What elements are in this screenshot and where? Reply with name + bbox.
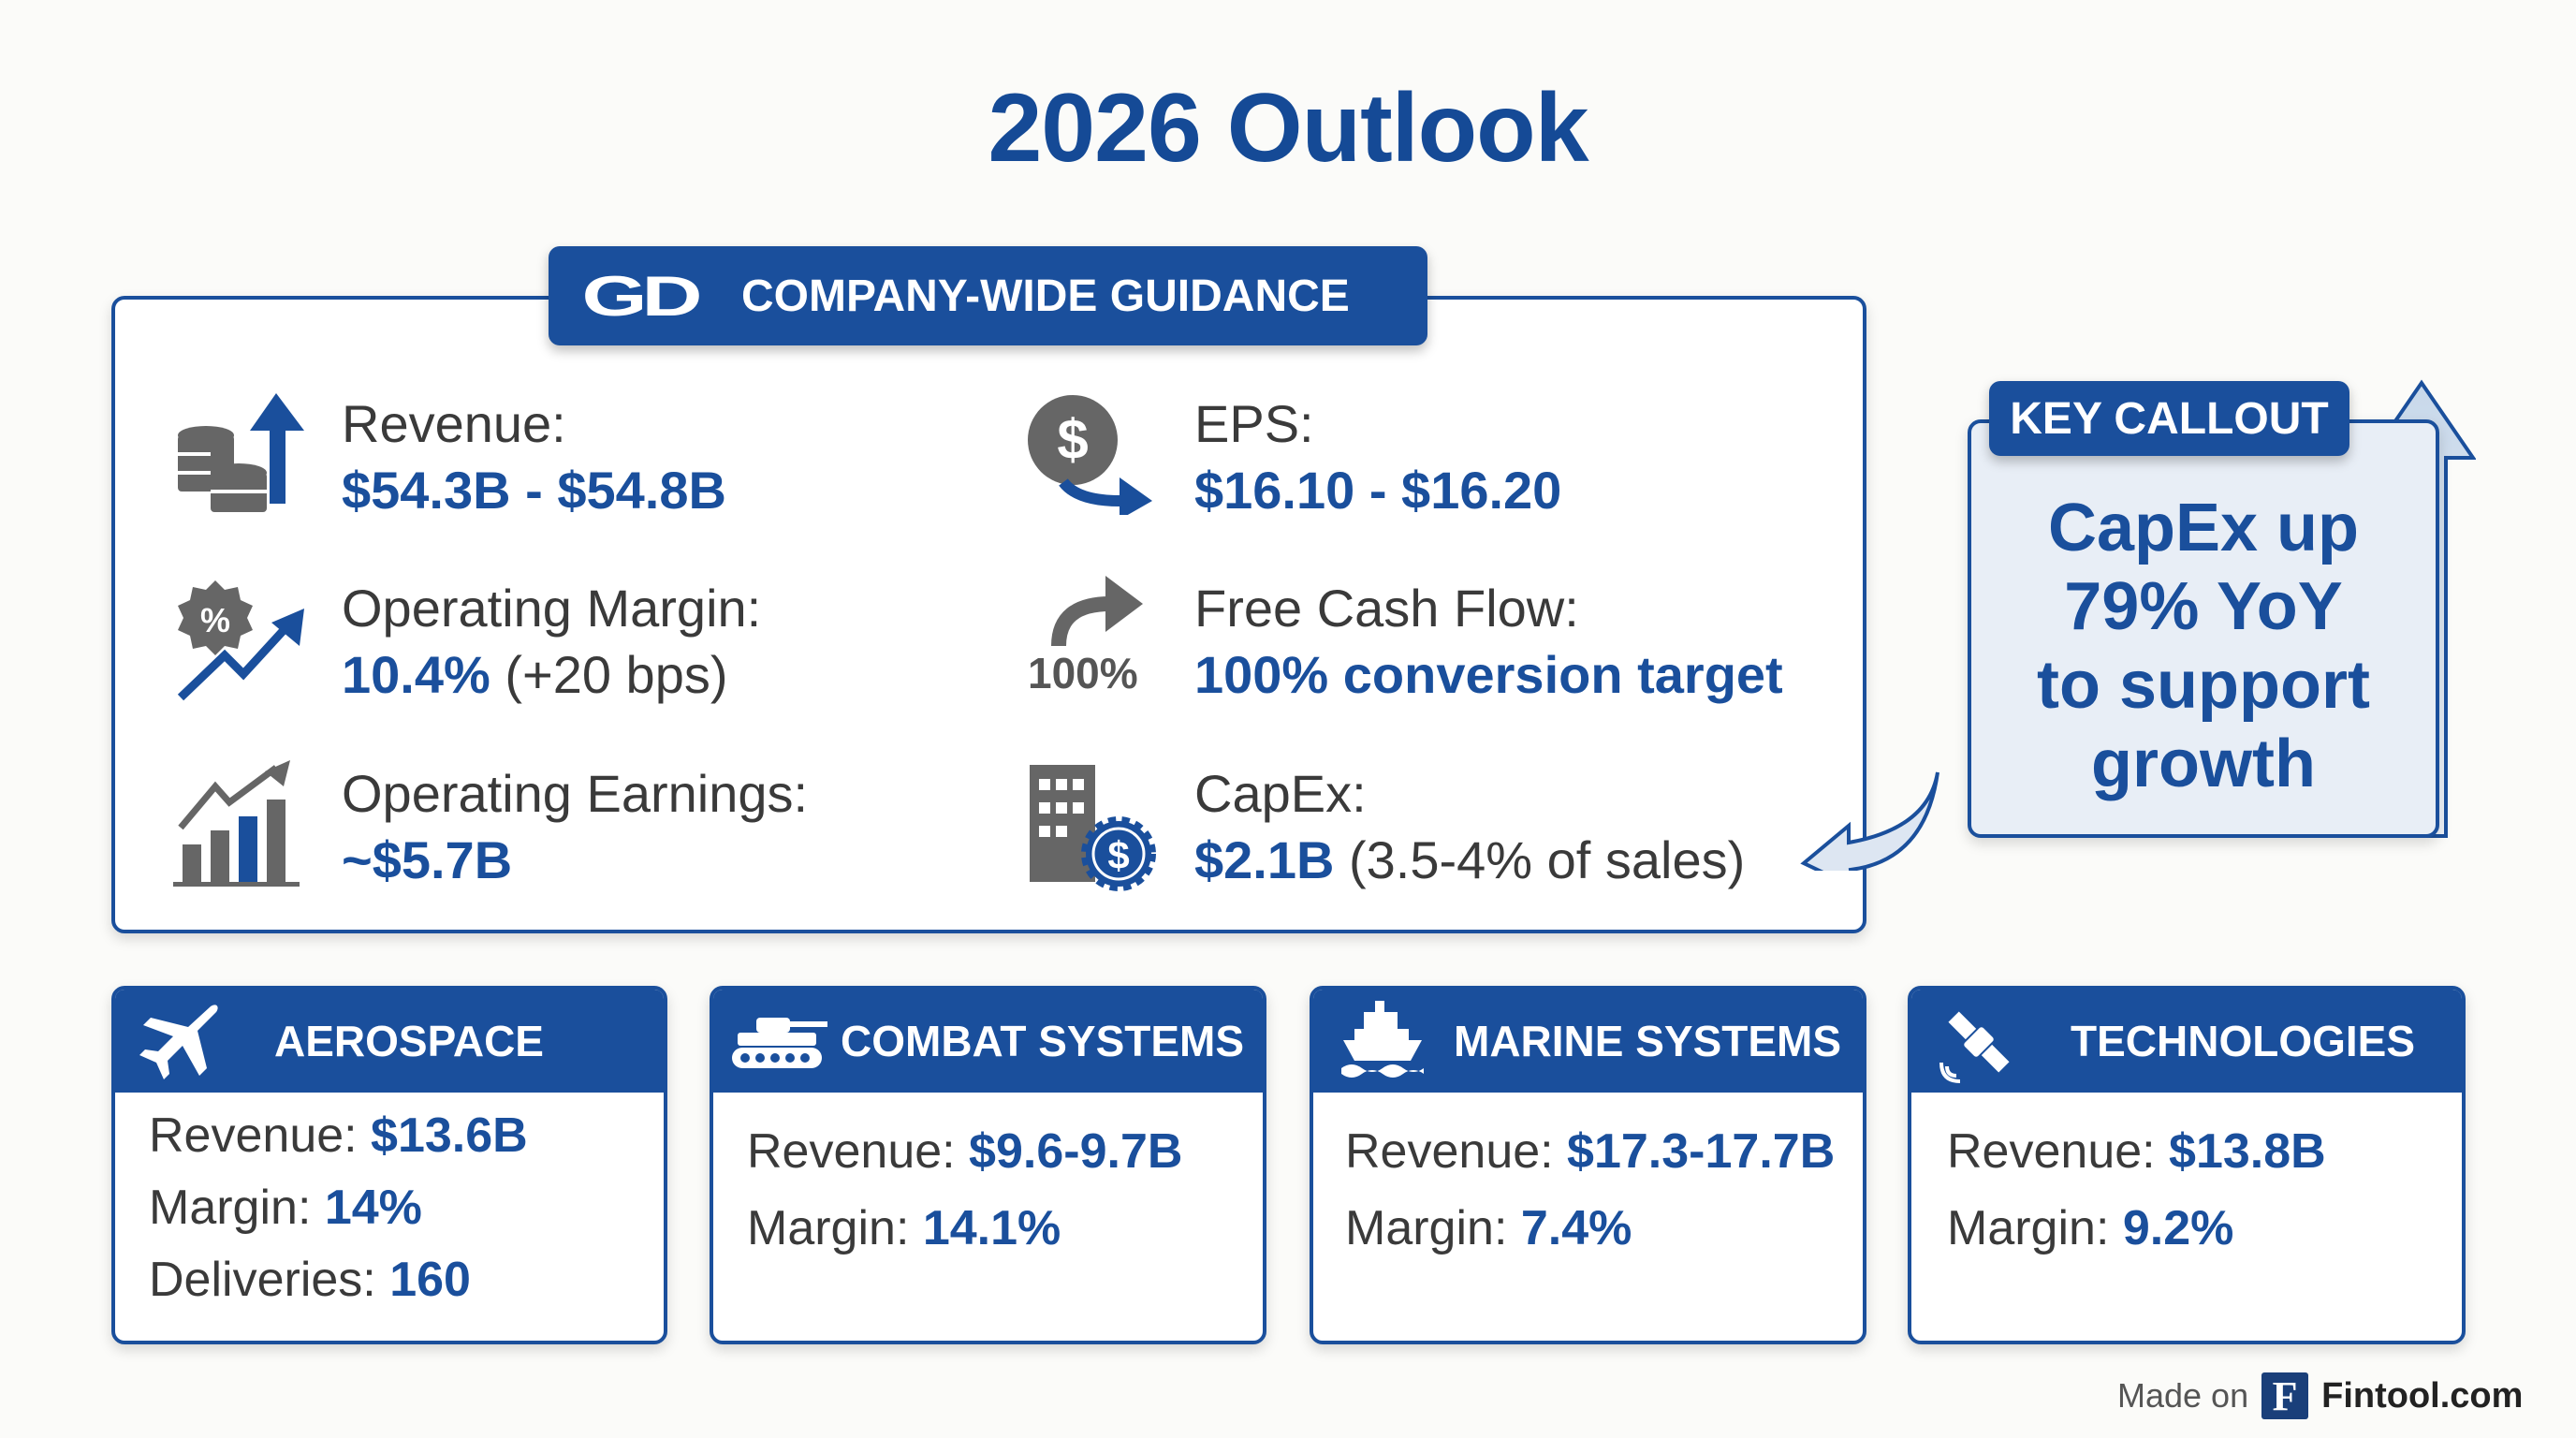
eps-value: $16.10 - $16.20 [1194, 461, 1562, 520]
metric-row: Margin: 7.4% [1345, 1190, 1835, 1267]
segment-metrics: Revenue: $13.8B Margin: 9.2% [1947, 1113, 2326, 1267]
guidance-title: COMPANY-WIDE GUIDANCE [741, 271, 1350, 321]
segment-name: COMBAT SYSTEMS [841, 1017, 1245, 1065]
guidance-item-operating-earnings: Operating Earnings: ~$5.7B [342, 763, 808, 890]
metric-row: Revenue: $17.3-17.7B [1345, 1113, 1835, 1190]
fcf-label: Free Cash Flow: [1194, 579, 1579, 638]
segment-card-aerospace: AEROSPACE Revenue: $13.6B Margin: 14% De… [111, 986, 667, 1344]
page-title: 2026 Outlook [988, 74, 1588, 183]
svg-text:%: % [200, 601, 230, 639]
callout-line: to support [2037, 648, 2370, 723]
metric-value: $9.6-9.7B [969, 1124, 1183, 1179]
metric-value: 7.4% [1520, 1201, 1632, 1255]
capex-value: $2.1B [1194, 830, 1335, 889]
guidance-item-operating-margin: Operating Margin: 10.4% (+20 bps) [342, 578, 761, 705]
operating-margin-change: (+20 bps) [490, 645, 728, 704]
metric-row: Revenue: $9.6-9.7B [747, 1113, 1182, 1190]
metric-value: 9.2% [2122, 1201, 2234, 1255]
metric-label: Revenue: [1345, 1124, 1568, 1179]
segment-name: TECHNOLOGIES [2071, 1017, 2416, 1065]
metric-label: Margin: [747, 1201, 923, 1255]
bar-chart-trend-icon [173, 760, 300, 887]
metric-label: Revenue: [149, 1108, 372, 1163]
metric-row: Margin: 14.1% [747, 1190, 1182, 1267]
segment-name: AEROSPACE [274, 1017, 544, 1065]
curved-arrow-100-icon [1051, 576, 1143, 647]
segment-name: MARINE SYSTEMS [1454, 1017, 1842, 1065]
metric-row: Deliveries: 160 [149, 1244, 528, 1316]
satellite-icon [1939, 1011, 2010, 1083]
metric-value: 14.1% [922, 1201, 1061, 1255]
made-on-text: Made on [2117, 1376, 2249, 1415]
metric-value: 14% [324, 1181, 422, 1235]
capex-value-line: $2.1B (3.5-4% of sales) [1194, 829, 1745, 890]
operating-margin-value: 10.4% [342, 645, 490, 704]
callout-line: growth [2091, 726, 2316, 801]
fcf-value: 100% conversion target [1194, 645, 1783, 704]
segment-header: COMBAT SYSTEMS [713, 990, 1263, 1093]
key-callout-header: KEY CALLOUT [1989, 381, 2349, 456]
guidance-item-free-cash-flow: Free Cash Flow: 100% conversion target [1194, 578, 1783, 705]
curved-pointer-arrow-icon [1800, 771, 1939, 871]
metric-label: Revenue: [747, 1124, 970, 1179]
metric-value: $13.6B [371, 1108, 528, 1163]
segment-header: MARINE SYSTEMS [1313, 990, 1863, 1093]
operating-earnings-value: ~$5.7B [342, 830, 513, 889]
segment-card-combat-systems: COMBAT SYSTEMS Revenue: $9.6-9.7B Margin… [710, 986, 1266, 1344]
metric-value: $13.8B [2169, 1124, 2326, 1179]
segment-card-technologies: TECHNOLOGIES Revenue: $13.8B Margin: 9.2… [1908, 986, 2466, 1344]
guidance-item-revenue: Revenue: $54.3B - $54.8B [342, 393, 726, 521]
dollar-arrow-icon: $ [1028, 395, 1152, 515]
revenue-label: Revenue: [342, 394, 566, 453]
metric-label: Margin: [1345, 1201, 1521, 1255]
operating-earnings-label: Operating Earnings: [342, 764, 809, 823]
airplane-icon [139, 1005, 218, 1079]
metric-row: Margin: 14% [149, 1172, 528, 1244]
metric-row: Revenue: $13.6B [149, 1100, 528, 1172]
svg-text:$: $ [1057, 408, 1088, 471]
gd-logo: GD [581, 264, 703, 328]
fintool-brand[interactable]: Fintool.com [2321, 1375, 2524, 1416]
footer-attribution: Made on F Fintool.com [2117, 1372, 2523, 1419]
segment-header: TECHNOLOGIES [1911, 990, 2462, 1093]
fintool-logo: F [2261, 1372, 2309, 1419]
metric-row: Revenue: $13.8B [1947, 1113, 2326, 1190]
fcf-100-label: 100% [1028, 649, 1138, 697]
key-callout-text: CapEx up 79% YoY to support growth [1968, 489, 2439, 803]
revenue-value: $54.3B - $54.8B [342, 461, 726, 520]
segment-metrics: Revenue: $13.6B Margin: 14% Deliveries: … [149, 1100, 528, 1316]
capex-pct-of-sales: (3.5-4% of sales) [1334, 830, 1746, 889]
metric-label: Margin: [1947, 1201, 2123, 1255]
metric-label: Margin: [149, 1181, 325, 1235]
segment-metrics: Revenue: $9.6-9.7B Margin: 14.1% [747, 1113, 1182, 1267]
tank-icon [732, 1018, 827, 1068]
percent-badge-trend-icon: % [177, 580, 304, 701]
guidance-item-capex: CapEx: $2.1B (3.5-4% of sales) [1194, 763, 1745, 890]
metric-value: 160 [389, 1253, 471, 1307]
segment-card-marine-systems: MARINE SYSTEMS Revenue: $17.3-17.7B Marg… [1310, 986, 1866, 1344]
eps-label: EPS: [1194, 394, 1314, 453]
callout-line: CapEx up [2047, 491, 2360, 565]
ship-icon [1341, 1001, 1424, 1078]
coins-arrow-up-icon [178, 393, 304, 512]
metric-label: Revenue: [1947, 1124, 2170, 1179]
capex-label: CapEx: [1194, 764, 1367, 823]
guidance-item-eps: EPS: $16.10 - $16.20 [1194, 393, 1561, 521]
metric-row: Margin: 9.2% [1947, 1190, 2326, 1267]
operating-margin-label: Operating Margin: [342, 579, 762, 638]
segment-metrics: Revenue: $17.3-17.7B Margin: 7.4% [1345, 1113, 1835, 1267]
building-dollar-gear-icon: $ [1030, 765, 1156, 891]
metric-label: Deliveries: [149, 1253, 390, 1307]
callout-line: 79% YoY [2064, 569, 2343, 644]
guidance-header: GD COMPANY-WIDE GUIDANCE [549, 246, 1427, 345]
svg-text:$: $ [1107, 833, 1129, 877]
metric-value: $17.3-17.7B [1567, 1124, 1836, 1179]
operating-margin-value-line: 10.4% (+20 bps) [342, 644, 761, 705]
company-guidance-panel [111, 296, 1866, 933]
segment-header: AEROSPACE [115, 990, 664, 1093]
